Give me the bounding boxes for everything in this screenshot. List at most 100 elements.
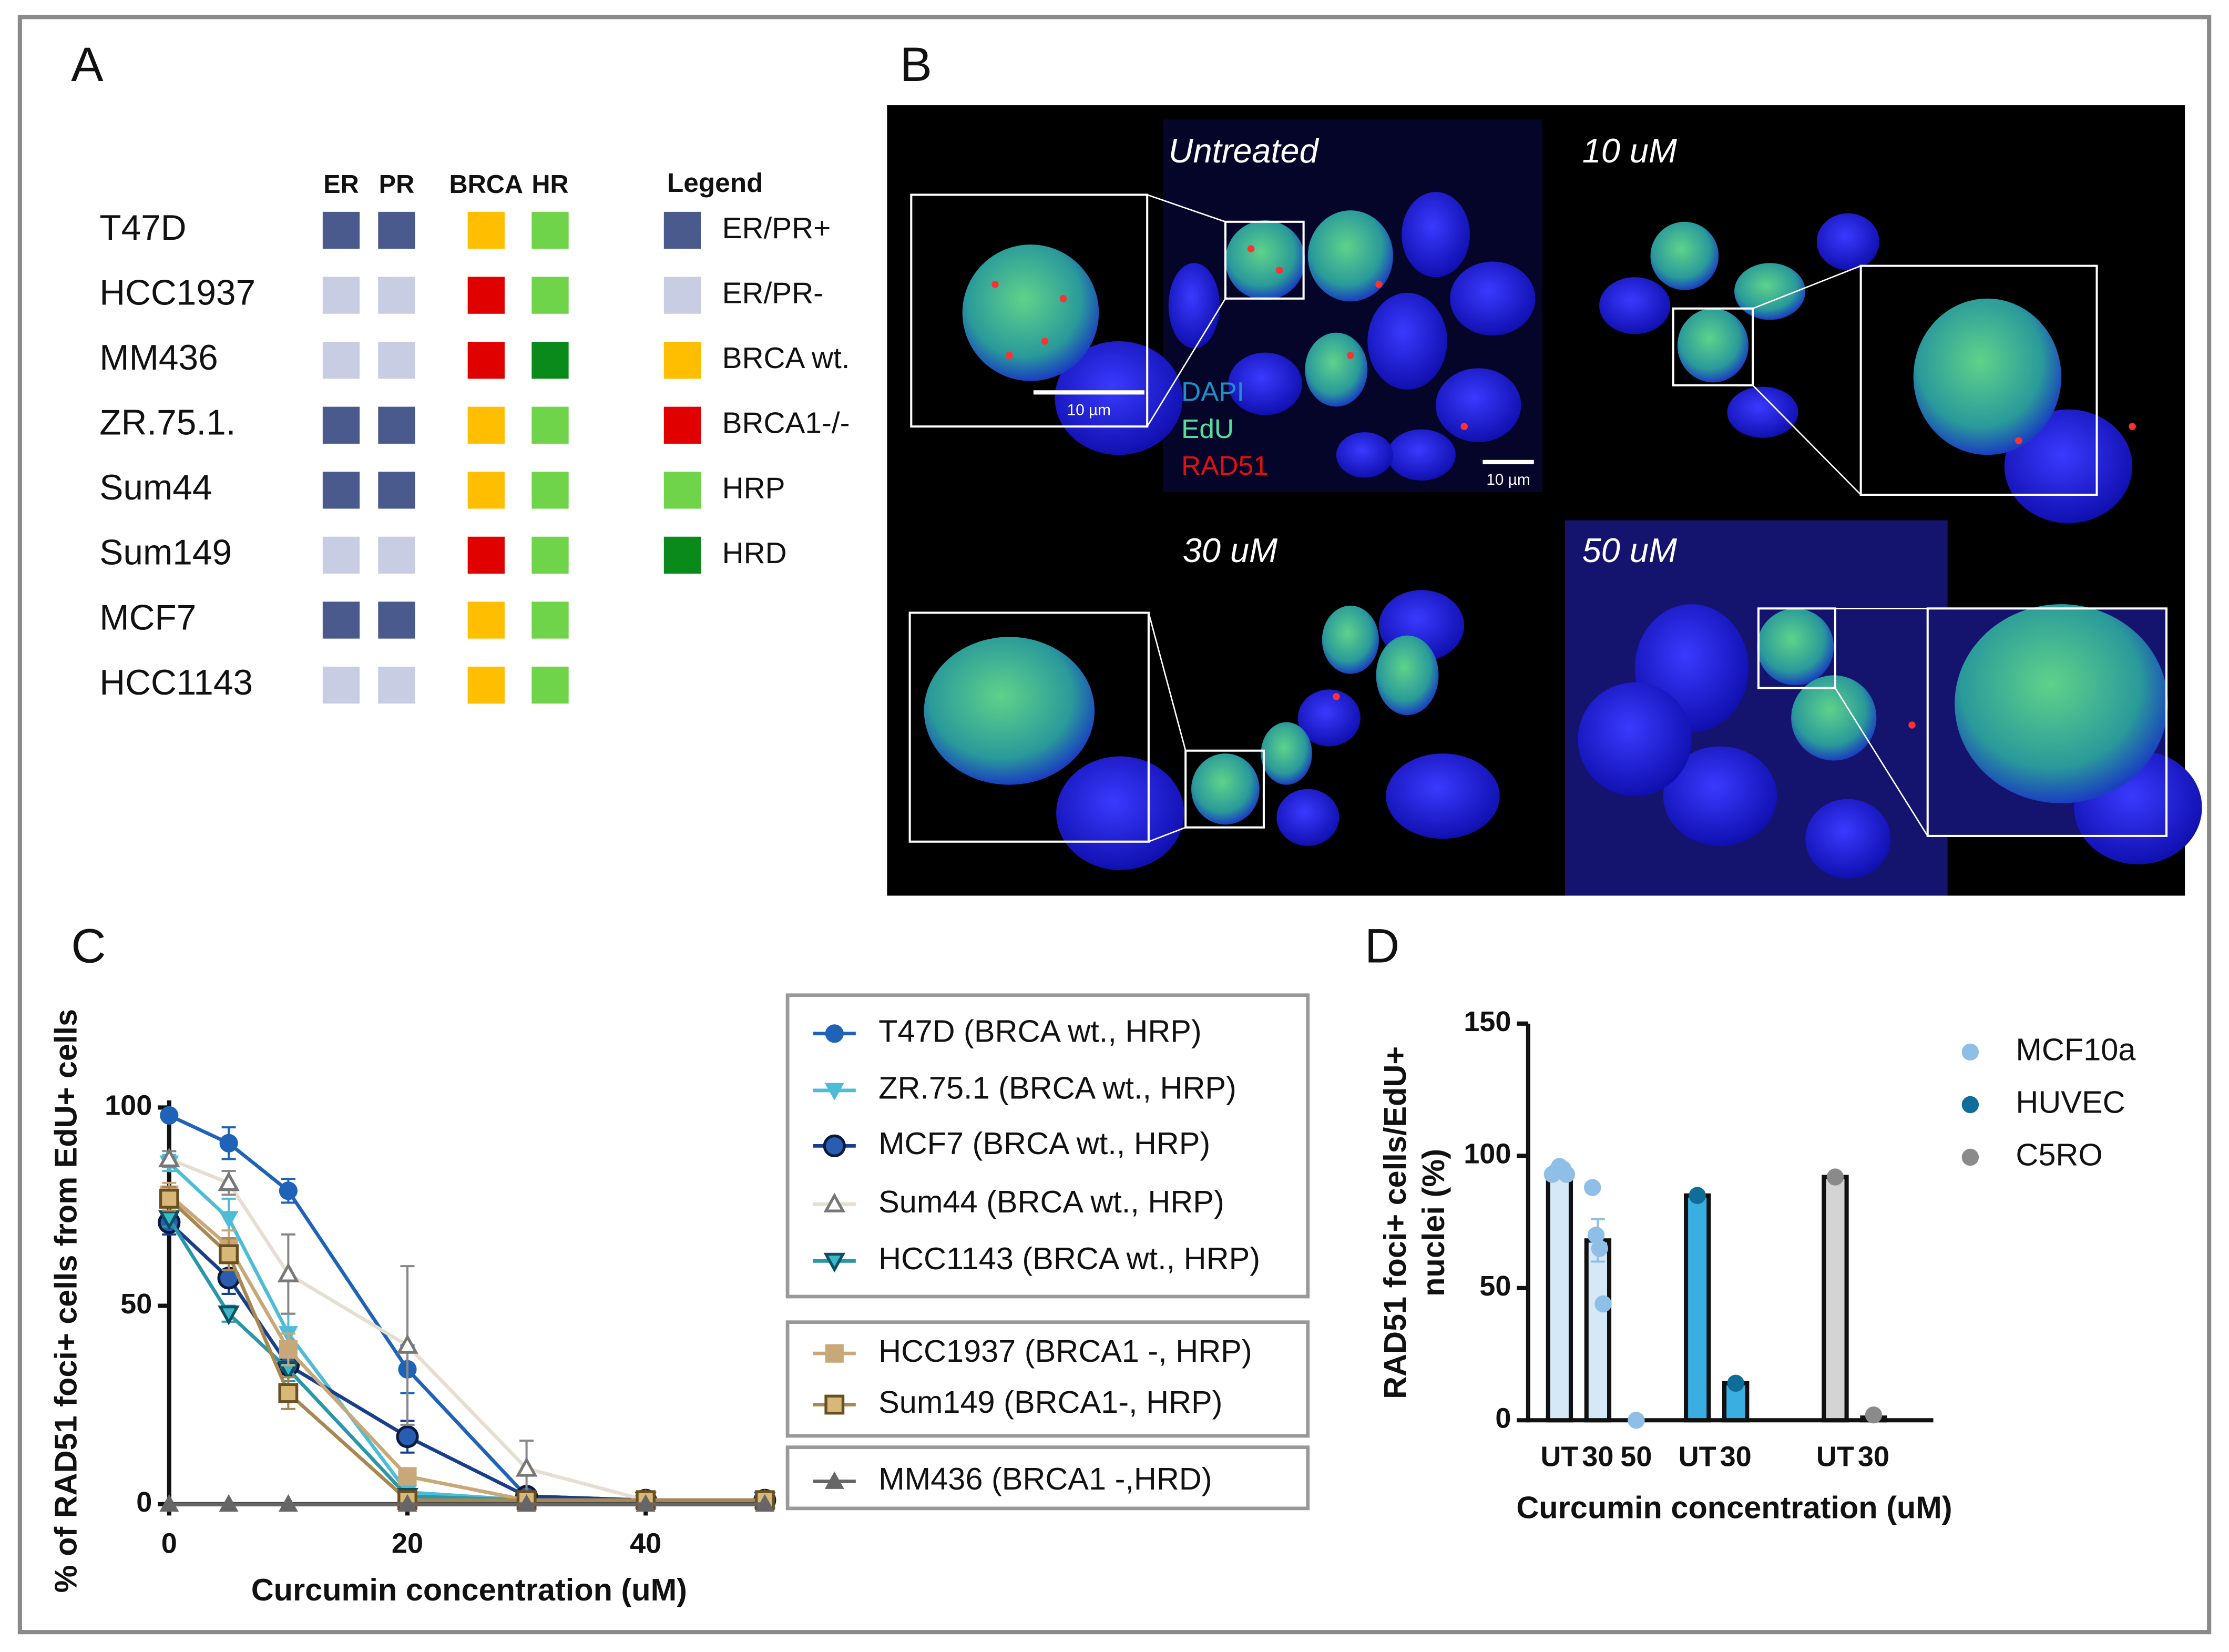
- marker: [218, 1305, 240, 1325]
- nucleus: [1677, 308, 1749, 383]
- status-cell: [322, 601, 360, 639]
- figure-border: [17, 15, 2212, 1635]
- legend-marker: [1961, 1096, 1979, 1114]
- zoom-connector: [1834, 687, 1928, 837]
- legend-label: ER/PR+: [722, 212, 831, 245]
- nucleus: [1650, 221, 1719, 290]
- marker: [396, 1334, 418, 1354]
- legend-label: C5RO: [2016, 1137, 2102, 1172]
- nucleus: [1307, 210, 1393, 302]
- status-cell: [378, 666, 415, 704]
- rad51-focus: [2015, 437, 2022, 444]
- marker: [219, 1494, 239, 1512]
- nucleus: [1402, 192, 1470, 278]
- y-tick-label: 0: [136, 1486, 152, 1518]
- legend-swatch: [663, 406, 701, 444]
- nucleus: [1386, 753, 1500, 839]
- status-cell: [467, 277, 505, 314]
- data-point: [1594, 1295, 1612, 1313]
- legend-label: MCF10a: [2016, 1032, 2136, 1067]
- marker: [219, 1211, 239, 1229]
- legend-swatch: [663, 211, 701, 249]
- zoom-connector: [1147, 298, 1226, 427]
- marker: [278, 1494, 298, 1512]
- marker: [823, 1252, 846, 1273]
- cell-line-name: MM436: [99, 338, 218, 378]
- series-line: [168, 1157, 765, 1502]
- inset-nucleus: [924, 637, 1095, 785]
- rad51-focus: [1041, 338, 1049, 345]
- marker: [158, 1147, 180, 1168]
- content: A B C D ER PR BRCA HR Legend T47D HCC1937 MM436 ZR.7…: [48, 38, 2202, 1607]
- nucleus: [1376, 635, 1439, 716]
- zoom-connector: [1148, 827, 1186, 843]
- channel-label: EdU: [1181, 413, 1234, 444]
- nucleus: [1578, 682, 1692, 797]
- zoom-box: [1224, 220, 1305, 300]
- nucleus: [1191, 753, 1260, 825]
- nucleus: [1805, 799, 1891, 879]
- status-cell: [467, 342, 505, 379]
- rad51-focus: [1375, 281, 1383, 288]
- zoom-box: [1672, 307, 1754, 386]
- bar: [1546, 1169, 1573, 1423]
- legend-swatch: [663, 342, 701, 379]
- legend-label: ZR.75.1 (BRCA wt., HRP): [878, 1070, 1236, 1106]
- status-cell: [322, 406, 360, 444]
- nucleus: [1436, 368, 1521, 442]
- status-cell: [467, 211, 505, 249]
- status-cell: [378, 472, 415, 509]
- marker: [823, 1192, 846, 1212]
- status-cell: [467, 406, 505, 444]
- status-cell: [378, 601, 415, 639]
- status-cell: [531, 277, 569, 314]
- column-header: ER: [323, 170, 359, 199]
- x-tick-label: UT: [1679, 1441, 1716, 1473]
- status-cell: [531, 536, 569, 574]
- legend-label: MM436 (BRCA1 -,HRD): [878, 1461, 1212, 1496]
- marker: [159, 1494, 179, 1512]
- nucleus: [1261, 722, 1312, 785]
- status-cell: [378, 536, 415, 574]
- legend-label: Sum149 (BRCA1-, HRP): [878, 1384, 1222, 1420]
- series-line: [168, 1114, 765, 1502]
- y-tick-label: 50: [120, 1288, 152, 1320]
- marker: [397, 1494, 417, 1512]
- rad51-focus: [1333, 693, 1340, 700]
- cell-line-name: HCC1143: [99, 663, 253, 702]
- zoom-connector: [1148, 613, 1187, 751]
- nucleus: [1791, 675, 1877, 761]
- nucleus: [1450, 261, 1536, 336]
- zoom-connector: [1752, 384, 1862, 495]
- series-line: [168, 1221, 765, 1502]
- marker: [515, 1457, 538, 1477]
- legend-swatch: [663, 472, 701, 509]
- nucleus: [1663, 746, 1777, 846]
- cell-line-name: HCC1937: [99, 273, 255, 312]
- data-point: [1558, 1166, 1576, 1183]
- rad51-focus: [1460, 423, 1468, 430]
- cell-line-name: MCF7: [99, 598, 196, 637]
- scale-bar-label: 10 µm: [1486, 471, 1530, 488]
- inset-nucleus: [962, 244, 1099, 381]
- zoom-box: [1757, 607, 1836, 689]
- column-header: PR: [379, 170, 415, 199]
- marker: [824, 1083, 844, 1100]
- nucleus: [1228, 352, 1302, 415]
- column-header: BRCA: [449, 170, 524, 199]
- series-line: [167, 1217, 765, 1502]
- x-tick-label: 40: [630, 1527, 661, 1559]
- inset-frame: [1926, 607, 2168, 837]
- micrograph-panel: Untreated 10 uM 30 uM 50 uM DAPI EdU RAD51 10 µ…: [887, 105, 2202, 896]
- nucleus: [1322, 605, 1379, 674]
- legend-label: T47D (BRCA wt., HRP): [878, 1013, 1202, 1048]
- marker: [160, 1106, 179, 1125]
- status-cell: [467, 536, 505, 574]
- legend-label: ER/PR-: [722, 277, 823, 310]
- legend-box: [785, 1320, 1310, 1438]
- y-tick-label: 0: [1495, 1403, 1511, 1434]
- zoom-connector: [1752, 265, 1862, 310]
- marker: [219, 1244, 239, 1265]
- y-axis-label: % of RAD51 foci+ cells from EdU+ cells: [48, 1009, 84, 1593]
- status-cell: [322, 277, 360, 314]
